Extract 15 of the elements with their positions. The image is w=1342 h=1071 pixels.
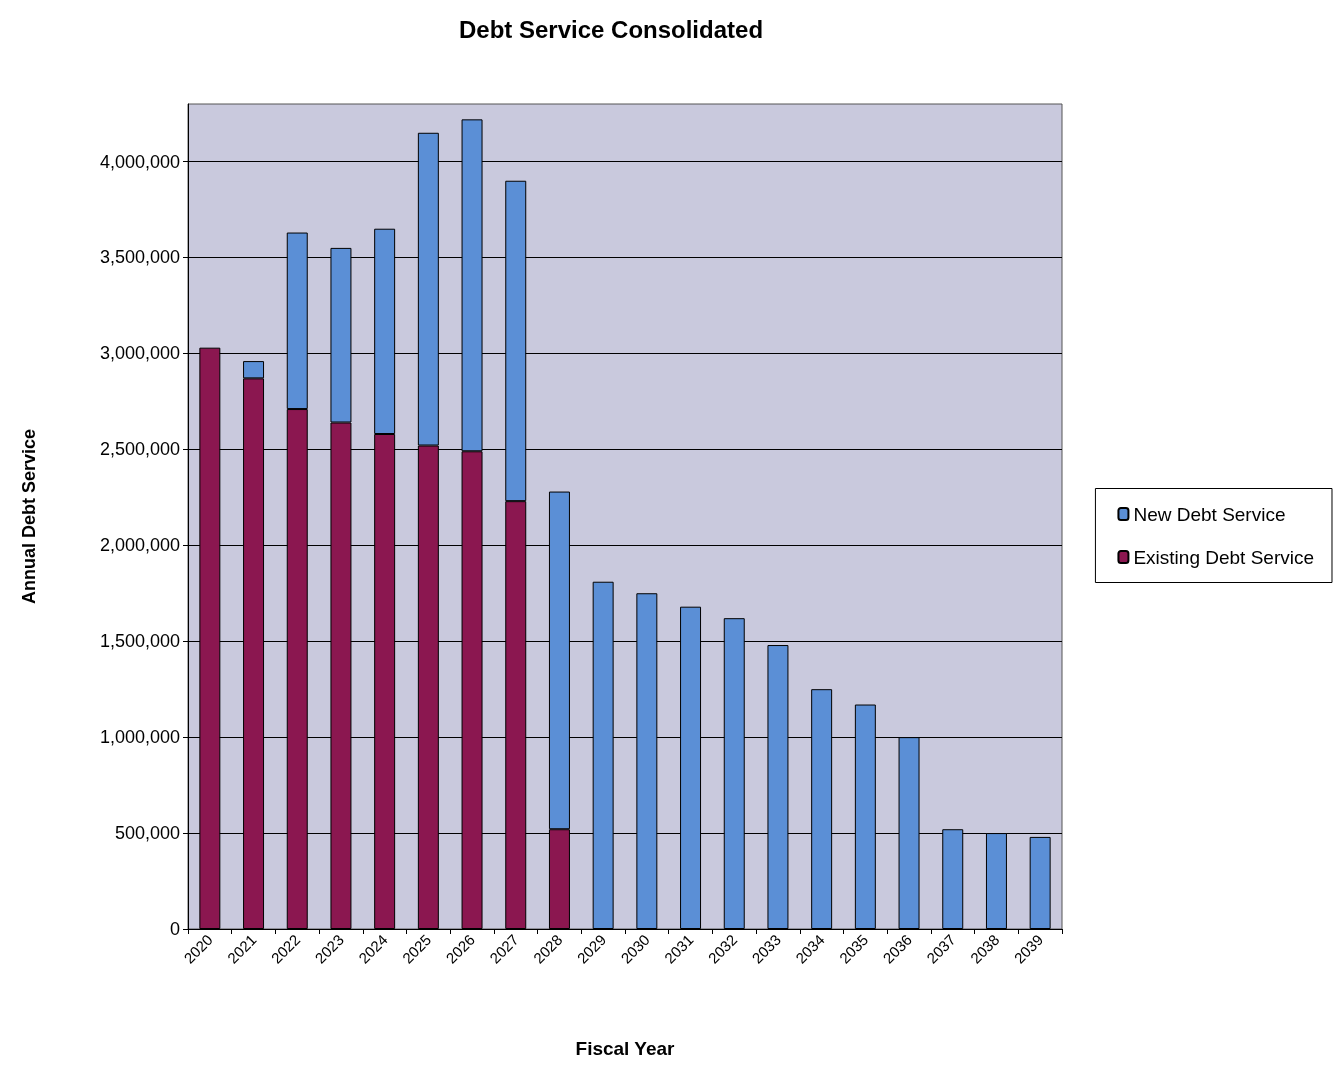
y-tick-label: 500,000 xyxy=(114,823,180,844)
y-tick-label: 2,000,000 xyxy=(99,535,180,556)
y-tick-label: 4,000,000 xyxy=(99,151,180,172)
bar xyxy=(1029,836,1051,929)
y-tick-label: 1,500,000 xyxy=(99,631,180,652)
chart-title: Debt Service Consolidated xyxy=(458,15,764,43)
x-axis-title: Fiscal Year xyxy=(575,1038,676,1059)
y-tick-label: 1,000,000 xyxy=(99,727,180,748)
legend-label: Existing Debt Service xyxy=(1133,546,1314,568)
y-tick-label: 0 xyxy=(169,919,180,939)
y-tick-label: 3,000,000 xyxy=(99,343,180,364)
legend-label: New Debt Service xyxy=(1133,503,1286,525)
y-tick-label: 2,500,000 xyxy=(99,439,180,460)
y-axis-title: Annual Debt Service xyxy=(19,428,39,605)
y-tick-label: 3,500,000 xyxy=(99,247,180,268)
